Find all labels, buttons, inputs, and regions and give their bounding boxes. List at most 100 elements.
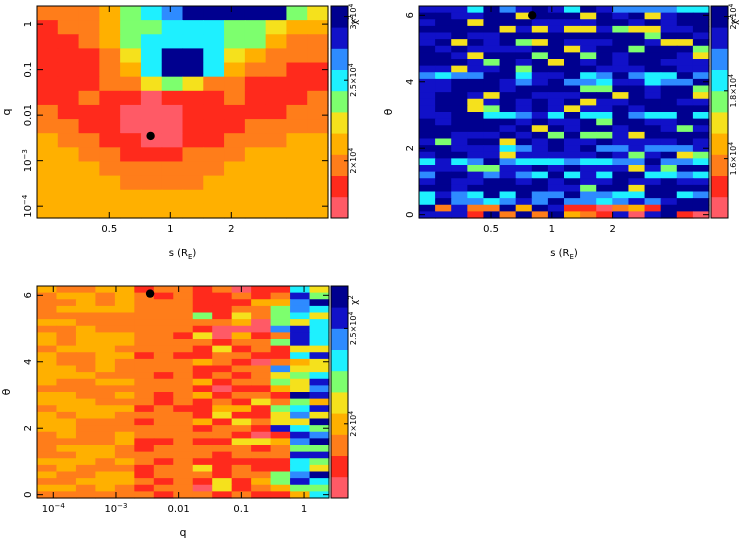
colorbar-segment [331, 349, 348, 372]
heatmap-cells [37, 6, 329, 219]
heatmap-cell [270, 385, 291, 393]
colorbar-tick-label: 2×104 [348, 411, 358, 437]
heatmap-cell [676, 125, 694, 133]
heatmap-cell [78, 62, 100, 78]
heatmap-cell [499, 105, 517, 113]
heatmap-cell [153, 312, 174, 320]
heatmap-cell [499, 131, 517, 140]
heatmap-cell [120, 189, 142, 205]
heatmap-cell [37, 6, 59, 21]
heatmap-cell [596, 52, 613, 60]
heatmap-cell [467, 45, 485, 53]
heatmap-cell [78, 48, 100, 64]
heatmap-cell [153, 451, 174, 459]
heatmap-cell [612, 12, 630, 20]
heatmap-cell [153, 398, 174, 406]
heatmap-cell [161, 6, 184, 21]
heatmap-cell [134, 445, 155, 453]
heatmap-cell [286, 104, 308, 120]
heatmap-cell [95, 292, 116, 300]
heatmap-cell [628, 198, 646, 206]
heatmap-cell [203, 48, 225, 64]
heatmap-cell [212, 484, 233, 492]
heatmap-cell [644, 92, 662, 100]
heatmap-cell [231, 319, 252, 327]
heatmap-cell [676, 151, 694, 159]
heatmap-cell [612, 39, 630, 47]
heatmap-cell [467, 204, 485, 212]
best-fit-marker [528, 11, 537, 20]
heatmap-cell [57, 20, 80, 35]
heatmap-cell [270, 411, 291, 420]
heatmap-cell [224, 76, 246, 92]
heatmap-cell [140, 90, 163, 106]
heatmap-cell [628, 85, 646, 93]
heatmap-cell [231, 478, 252, 486]
heatmap-cell [515, 178, 533, 186]
heatmap-cell [531, 39, 549, 47]
heatmap-cell [57, 119, 80, 134]
heatmap-cell [173, 385, 194, 393]
heatmap-cell [483, 92, 501, 100]
heatmap-cell [192, 312, 213, 320]
heatmap-cell [692, 52, 710, 60]
heatmap-cell [244, 6, 267, 21]
heatmap-cell [660, 165, 678, 173]
heatmap-cell [531, 178, 549, 186]
heatmap-cell [270, 332, 291, 340]
heatmap-cell [531, 191, 549, 199]
heatmap-cell [75, 458, 96, 466]
heatmap-cell [153, 431, 174, 439]
heatmap-cell [451, 151, 468, 159]
heatmap-cell [244, 34, 267, 49]
heatmap-cell [57, 48, 80, 64]
heatmap-cell [251, 292, 272, 300]
heatmap-cell [56, 365, 77, 373]
heatmap-cell [419, 171, 436, 179]
heatmap-cell [531, 125, 549, 133]
heatmap-cell [515, 125, 533, 133]
heatmap-cell [114, 398, 135, 406]
heatmap-cell [153, 478, 174, 486]
heatmap-cell [676, 39, 694, 47]
heatmap-cell [660, 65, 678, 73]
heatmap-cell [134, 299, 155, 307]
heatmap-cell [483, 65, 501, 73]
heatmap-cell [692, 85, 710, 93]
heatmap-cell [290, 431, 311, 439]
heatmap-cell [467, 59, 485, 67]
heatmap-cell [270, 378, 291, 386]
heatmap-cell [161, 203, 184, 219]
heatmap-cell [307, 76, 329, 92]
heatmap-cell [451, 25, 468, 34]
heatmap-cell [37, 305, 58, 314]
heatmap-cell [596, 125, 613, 133]
heatmap-cell [231, 431, 252, 439]
heatmap-cell [467, 52, 485, 60]
heatmap-cell [547, 25, 565, 34]
heatmap-cell [78, 189, 100, 205]
y-tick-label: 4 [23, 359, 34, 365]
heatmap-cell [134, 385, 155, 393]
heatmap-cell [37, 431, 58, 439]
colorbar-segment [711, 48, 728, 70]
heatmap-cell [37, 189, 59, 205]
heatmap-cell [564, 25, 581, 34]
heatmap-cell [628, 59, 646, 67]
heatmap-cell [270, 372, 291, 380]
heatmap-cell [140, 62, 163, 78]
heatmap-cell [596, 39, 613, 47]
heatmap-cell [628, 12, 646, 20]
heatmap-cell [692, 151, 710, 159]
heatmap-cell [140, 147, 163, 163]
heatmap-cell [580, 39, 597, 47]
heatmap-cell [203, 34, 225, 49]
heatmap-cell [309, 491, 330, 499]
heatmap-cell [644, 191, 662, 199]
y-tick-label: 4 [405, 79, 416, 85]
heatmap-cell [644, 85, 662, 93]
heatmap-cell [231, 365, 252, 373]
heatmap-cell [192, 319, 213, 327]
heatmap-cell [612, 118, 630, 126]
heatmap-cell [580, 211, 597, 219]
